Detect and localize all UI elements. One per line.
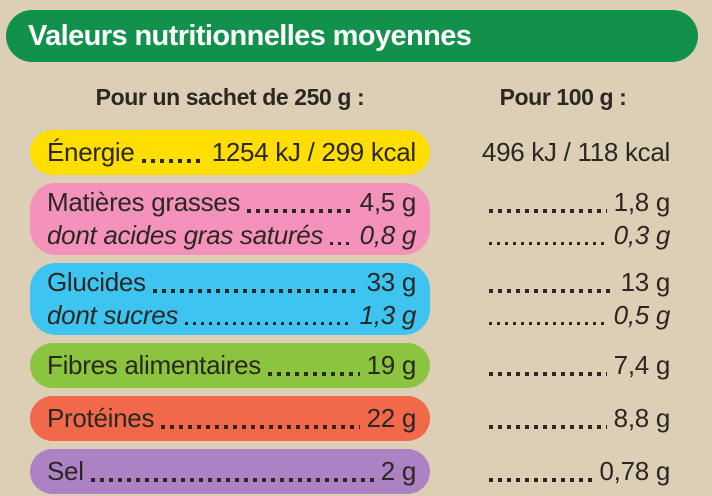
pill-salt: Sel 2 g [30,449,430,494]
pill-fat: Matières grasses 4,5 g dont acides gras … [30,183,430,255]
carbohydrates-line: Glucides 33 g [47,266,416,299]
fat-line: Matières grasses 4,5 g [47,186,416,219]
pill-protein: Protéines 22 g [30,396,430,441]
column-header-per-sachet: Pour un sachet de 250 g : [95,83,365,110]
dot-leader [185,322,353,325]
nutrient-label: Glucides [47,267,146,297]
saturated-fat-line: dont acides gras saturés 0,8 g [47,219,416,252]
dot-leader [247,208,353,213]
pill-energy: Énergie 1254 kJ / 299 kcal [30,130,430,175]
nutrient-label: dont acides gras saturés [47,220,324,250]
nutrient-label: Sel [47,456,84,486]
per100-line: 7,4 g [482,343,670,388]
per100-value: 0,3 g [613,220,671,250]
per100-line: 496 kJ / 118 kcal [482,130,670,175]
protein-line: Protéines 22 g [47,396,416,441]
nutrient-label: Énergie [47,137,135,167]
column-header-per-100g: Pour 100 g : [499,83,627,110]
dot-leader [330,242,353,245]
row-salt: Sel 2 g 0,78 g [30,449,696,494]
per100-salt: 0,78 g [458,449,696,494]
per100-value: 0,5 g [613,300,671,330]
dot-leader [161,424,360,429]
dot-leader [267,371,360,376]
nutrient-label: Protéines [47,403,155,433]
per100-fiber: 7,4 g [458,343,696,388]
per100-value: 496 kJ / 118 kcal [481,137,670,167]
nutrient-value: 2 g [380,456,417,486]
dot-leader [489,208,607,213]
salt-line: Sel 2 g [47,449,416,494]
nutrient-label: dont sucres [47,300,179,330]
dot-leader [489,424,607,429]
column-headers: Pour un sachet de 250 g : Pour 100 g : [0,80,712,114]
row-fat: Matières grasses 4,5 g dont acides gras … [30,183,696,255]
nutrient-value: 22 g [366,403,417,433]
header-banner: Valeurs nutritionnelles moyennes [6,10,698,62]
per100-line: 1,8 g [482,186,670,219]
row-protein: Protéines 22 g 8,8 g [30,396,696,441]
pill-carbohydrates: Glucides 33 g dont sucres 1,3 g [30,263,430,335]
per100-fat: 1,8 g 0,3 g [458,183,696,255]
per100-value: 13 g [620,267,671,297]
nutrient-label: Fibres alimentaires [47,350,261,380]
per100-value: 1,8 g [613,187,671,217]
per100-protein: 8,8 g [458,396,696,441]
dot-leader [489,288,614,293]
row-carbohydrates: Glucides 33 g dont sucres 1,3 g 13 g 0 [30,263,696,335]
per100-value: 7,4 g [613,350,671,380]
row-fiber: Fibres alimentaires 19 g 7,4 g [30,343,696,388]
pill-fiber: Fibres alimentaires 19 g [30,343,430,388]
dot-leader [489,242,607,245]
nutrient-label: Matières grasses [47,187,241,217]
per100-line: 13 g [482,266,670,299]
dot-leader [90,477,374,482]
sugars-line: dont sucres 1,3 g [47,299,416,332]
page-title: Valeurs nutritionnelles moyennes [28,19,472,52]
per100-line: 0,3 g [482,219,670,252]
dot-leader [489,371,607,376]
nutrient-value: 19 g [366,350,417,380]
nutrient-value: 1,3 g [359,300,417,330]
dot-leader [489,322,607,325]
row-energy: Énergie 1254 kJ / 299 kcal 496 kJ / 118 … [30,130,696,175]
nutrient-value: 1254 kJ / 299 kcal [211,137,416,167]
per100-line: 0,5 g [482,299,670,332]
dot-leader [489,477,593,482]
per100-value: 0,78 g [599,456,671,486]
fiber-line: Fibres alimentaires 19 g [47,343,416,388]
nutrition-rows: Énergie 1254 kJ / 299 kcal 496 kJ / 118 … [0,130,712,494]
per100-line: 8,8 g [482,396,670,441]
energy-line: Énergie 1254 kJ / 299 kcal [47,130,416,175]
nutrient-value: 0,8 g [359,220,417,250]
nutrient-value: 33 g [366,267,417,297]
per100-carbohydrates: 13 g 0,5 g [458,263,696,335]
dot-leader [152,288,360,293]
nutrient-value: 4,5 g [359,187,417,217]
per100-energy: 496 kJ / 118 kcal [458,130,696,175]
per100-line: 0,78 g [482,449,670,494]
per100-value: 8,8 g [613,403,671,433]
dot-leader [141,158,205,163]
